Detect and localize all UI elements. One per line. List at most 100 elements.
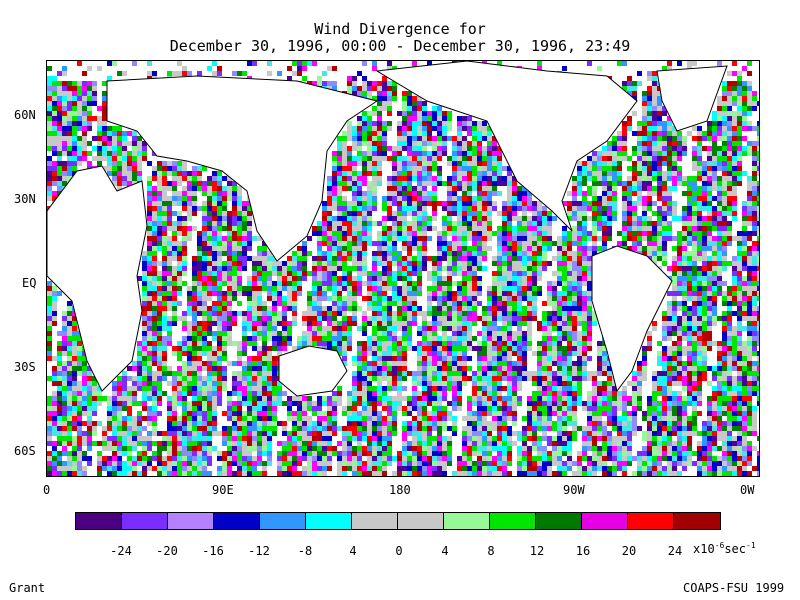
divergence-cell [397, 221, 402, 226]
divergence-cell [62, 166, 67, 171]
divergence-cell [242, 256, 247, 261]
divergence-cell [497, 166, 502, 171]
divergence-cell [417, 121, 422, 126]
divergence-cell [757, 206, 759, 211]
divergence-cell [677, 146, 682, 151]
divergence-cell [687, 276, 692, 281]
divergence-cell [692, 216, 697, 221]
divergence-cell [207, 271, 212, 276]
divergence-cell [507, 216, 512, 221]
divergence-cell [232, 251, 237, 256]
divergence-cell [437, 296, 442, 301]
divergence-cell [442, 296, 447, 301]
divergence-cell [647, 346, 652, 351]
divergence-cell [467, 196, 472, 201]
divergence-cell [477, 246, 482, 251]
divergence-cell [662, 161, 667, 166]
divergence-cell [397, 346, 402, 351]
divergence-cell [62, 136, 67, 141]
divergence-cell [147, 291, 152, 296]
divergence-cell [412, 301, 417, 306]
divergence-cell [327, 281, 332, 286]
divergence-cell [187, 181, 192, 186]
divergence-cell [617, 166, 622, 171]
divergence-cell [492, 336, 497, 341]
divergence-cell [552, 321, 557, 326]
divergence-cell [417, 251, 422, 256]
divergence-cell [532, 316, 537, 321]
divergence-cell [447, 281, 452, 286]
divergence-cell [187, 301, 192, 306]
divergence-cell [342, 326, 347, 331]
divergence-cell [242, 356, 247, 361]
divergence-cell [657, 131, 662, 136]
divergence-cell [327, 86, 332, 91]
divergence-cell [572, 261, 577, 266]
divergence-cell [702, 261, 707, 266]
divergence-cell [447, 256, 452, 261]
divergence-cell [472, 286, 477, 291]
divergence-cell [52, 131, 57, 136]
divergence-cell [522, 246, 527, 251]
divergence-cell [677, 341, 682, 346]
divergence-cell [97, 106, 102, 111]
divergence-cell [52, 86, 57, 91]
divergence-cell [667, 306, 672, 311]
divergence-cell [67, 331, 72, 336]
divergence-cell [242, 231, 247, 236]
divergence-cell [502, 341, 507, 346]
divergence-cell [392, 341, 397, 346]
divergence-cell [262, 346, 267, 351]
divergence-cell [422, 231, 427, 236]
divergence-cell [437, 311, 442, 316]
divergence-cell [727, 96, 732, 101]
divergence-cell [622, 236, 627, 241]
divergence-cell [177, 346, 182, 351]
divergence-cell [347, 291, 352, 296]
divergence-cell [707, 141, 712, 146]
divergence-cell [362, 211, 367, 216]
divergence-cell [647, 206, 652, 211]
divergence-cell [182, 161, 187, 166]
divergence-cell [382, 246, 387, 251]
divergence-cell [457, 181, 462, 186]
divergence-cell [502, 206, 507, 211]
divergence-cell [422, 226, 427, 231]
divergence-cell [212, 196, 217, 201]
divergence-cell [572, 211, 577, 216]
divergence-cell [387, 351, 392, 356]
divergence-cell [227, 346, 232, 351]
divergence-cell [552, 216, 557, 221]
divergence-cell [722, 301, 727, 306]
divergence-cell [187, 231, 192, 236]
divergence-cell [582, 171, 587, 176]
divergence-cell [672, 181, 677, 186]
divergence-cell [742, 346, 747, 351]
divergence-cell [742, 151, 747, 156]
divergence-cell [267, 301, 272, 306]
divergence-cell [462, 186, 467, 191]
divergence-cell [352, 301, 357, 306]
divergence-cell [52, 151, 57, 156]
divergence-cell [642, 91, 647, 96]
divergence-cell [67, 96, 72, 101]
divergence-cell [292, 346, 297, 351]
divergence-cell [352, 251, 357, 256]
divergence-cell [587, 296, 592, 301]
divergence-cell [227, 306, 232, 311]
divergence-cell [397, 146, 402, 151]
divergence-cell [417, 326, 422, 331]
divergence-cell [492, 326, 497, 331]
divergence-cell [457, 186, 462, 191]
divergence-cell [732, 96, 737, 101]
divergence-cell [572, 176, 577, 181]
divergence-cell [602, 201, 607, 206]
divergence-cell [722, 296, 727, 301]
divergence-cell [727, 161, 732, 166]
divergence-cell [117, 171, 122, 176]
divergence-cell [652, 221, 657, 226]
divergence-cell [312, 306, 317, 311]
divergence-cell [532, 306, 537, 311]
divergence-cell [497, 266, 502, 271]
divergence-cell [322, 266, 327, 271]
